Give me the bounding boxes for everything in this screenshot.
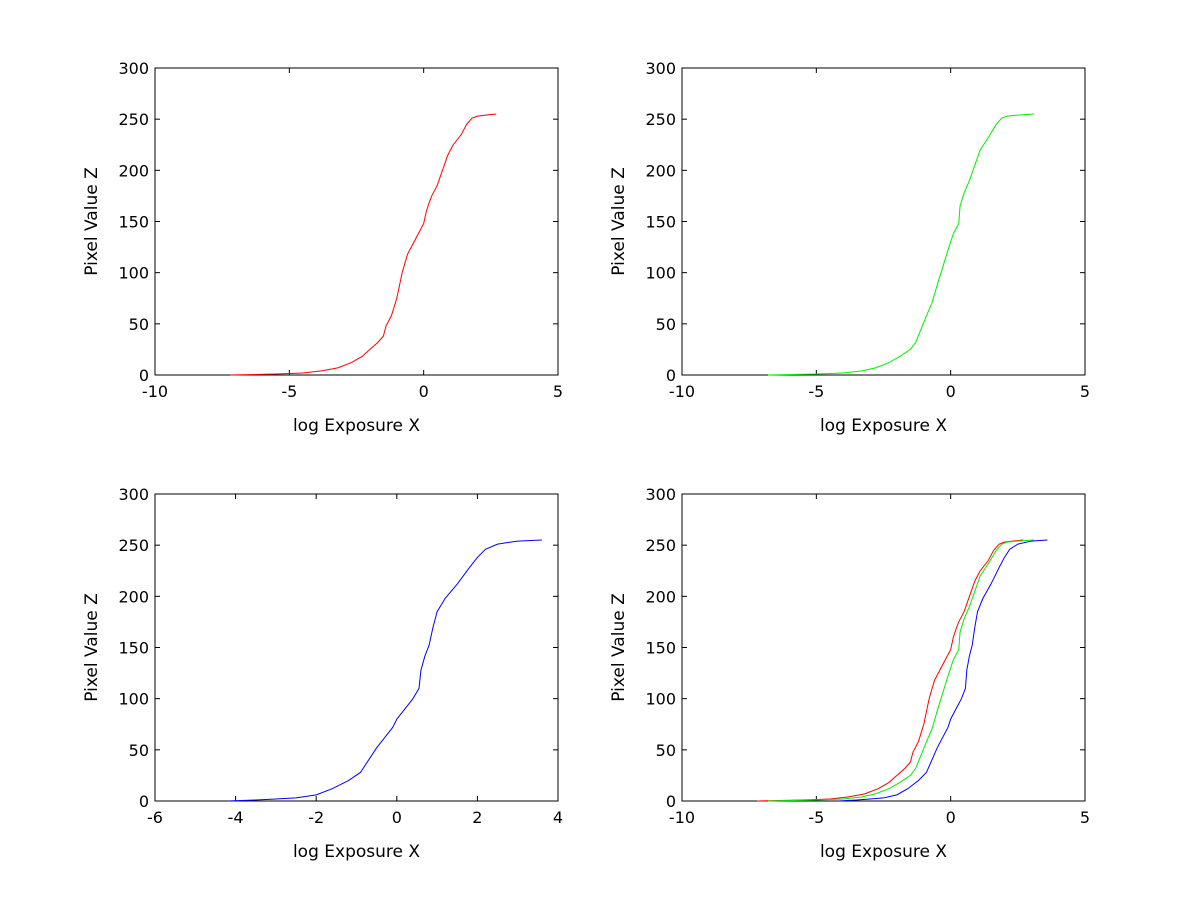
- y-tick-label: 0: [666, 792, 676, 811]
- y-tick-label: 50: [129, 315, 149, 334]
- y-tick-label: 300: [645, 485, 676, 504]
- series-line: [227, 539, 542, 802]
- y-tick-label: 0: [139, 792, 149, 811]
- y-tick-label: 250: [645, 536, 676, 555]
- y-tick-label: 50: [129, 741, 149, 760]
- y-tick-label: 150: [645, 213, 676, 232]
- y-tick-label: 100: [645, 690, 676, 709]
- y-tick-label: 200: [645, 587, 676, 606]
- x-axis-label: log Exposure X: [820, 416, 947, 436]
- x-tick-label: 2: [472, 808, 482, 827]
- x-tick-label: -5: [808, 808, 824, 827]
- x-axis-label: log Exposure X: [820, 842, 947, 862]
- series-line: [230, 113, 497, 376]
- x-tick-label: 5: [553, 382, 563, 401]
- y-axis-label: Pixel Value Z: [82, 167, 102, 275]
- x-tick-label: -6: [147, 808, 163, 827]
- series-line: [767, 113, 1034, 376]
- x-tick-label: 0: [419, 382, 429, 401]
- y-tick-label: 100: [118, 690, 149, 709]
- y-tick-label: 50: [656, 315, 676, 334]
- y-tick-label: 300: [645, 59, 676, 78]
- x-axis-label: log Exposure X: [293, 416, 420, 436]
- y-axis-label: Pixel Value Z: [609, 167, 629, 275]
- y-tick-label: 150: [118, 213, 149, 232]
- x-tick-label: -4: [228, 808, 244, 827]
- series-line: [767, 539, 1034, 802]
- y-tick-label: 200: [118, 161, 149, 180]
- y-axis-label: Pixel Value Z: [609, 593, 629, 701]
- y-axis-label: Pixel Value Z: [82, 593, 102, 701]
- x-tick-label: 0: [946, 382, 956, 401]
- x-tick-label: 0: [392, 808, 402, 827]
- y-tick-label: 150: [645, 639, 676, 658]
- y-tick-label: 200: [118, 587, 149, 606]
- x-tick-label: -10: [669, 808, 695, 827]
- x-tick-label: -10: [669, 382, 695, 401]
- x-tick-label: 0: [946, 808, 956, 827]
- y-tick-label: 250: [118, 110, 149, 129]
- x-tick-label: -2: [308, 808, 324, 827]
- x-axis-label: log Exposure X: [293, 842, 420, 862]
- subplot-bottom-left: -6 -4 -2 0 2 4 0 50 100 150 200 250 300 log Exposure …: [82, 485, 563, 862]
- y-tick-label: 100: [118, 264, 149, 283]
- y-tick-label: 150: [118, 639, 149, 658]
- x-tick-label: -5: [808, 382, 824, 401]
- x-tick-label: 5: [1080, 808, 1090, 827]
- x-tick-label: -10: [142, 382, 168, 401]
- y-tick-label: 250: [645, 110, 676, 129]
- series-line: [757, 539, 1024, 802]
- series-line: [837, 539, 1048, 802]
- y-tick-label: 0: [666, 366, 676, 385]
- x-tick-label: 4: [553, 808, 563, 827]
- y-tick-label: 0: [139, 366, 149, 385]
- y-tick-label: 300: [118, 485, 149, 504]
- x-tick-label: 5: [1080, 382, 1090, 401]
- y-tick-label: 300: [118, 59, 149, 78]
- y-tick-label: 200: [645, 161, 676, 180]
- y-tick-label: 100: [645, 264, 676, 283]
- y-tick-label: 50: [656, 741, 676, 760]
- y-tick-label: 250: [118, 536, 149, 555]
- x-tick-label: -5: [281, 382, 297, 401]
